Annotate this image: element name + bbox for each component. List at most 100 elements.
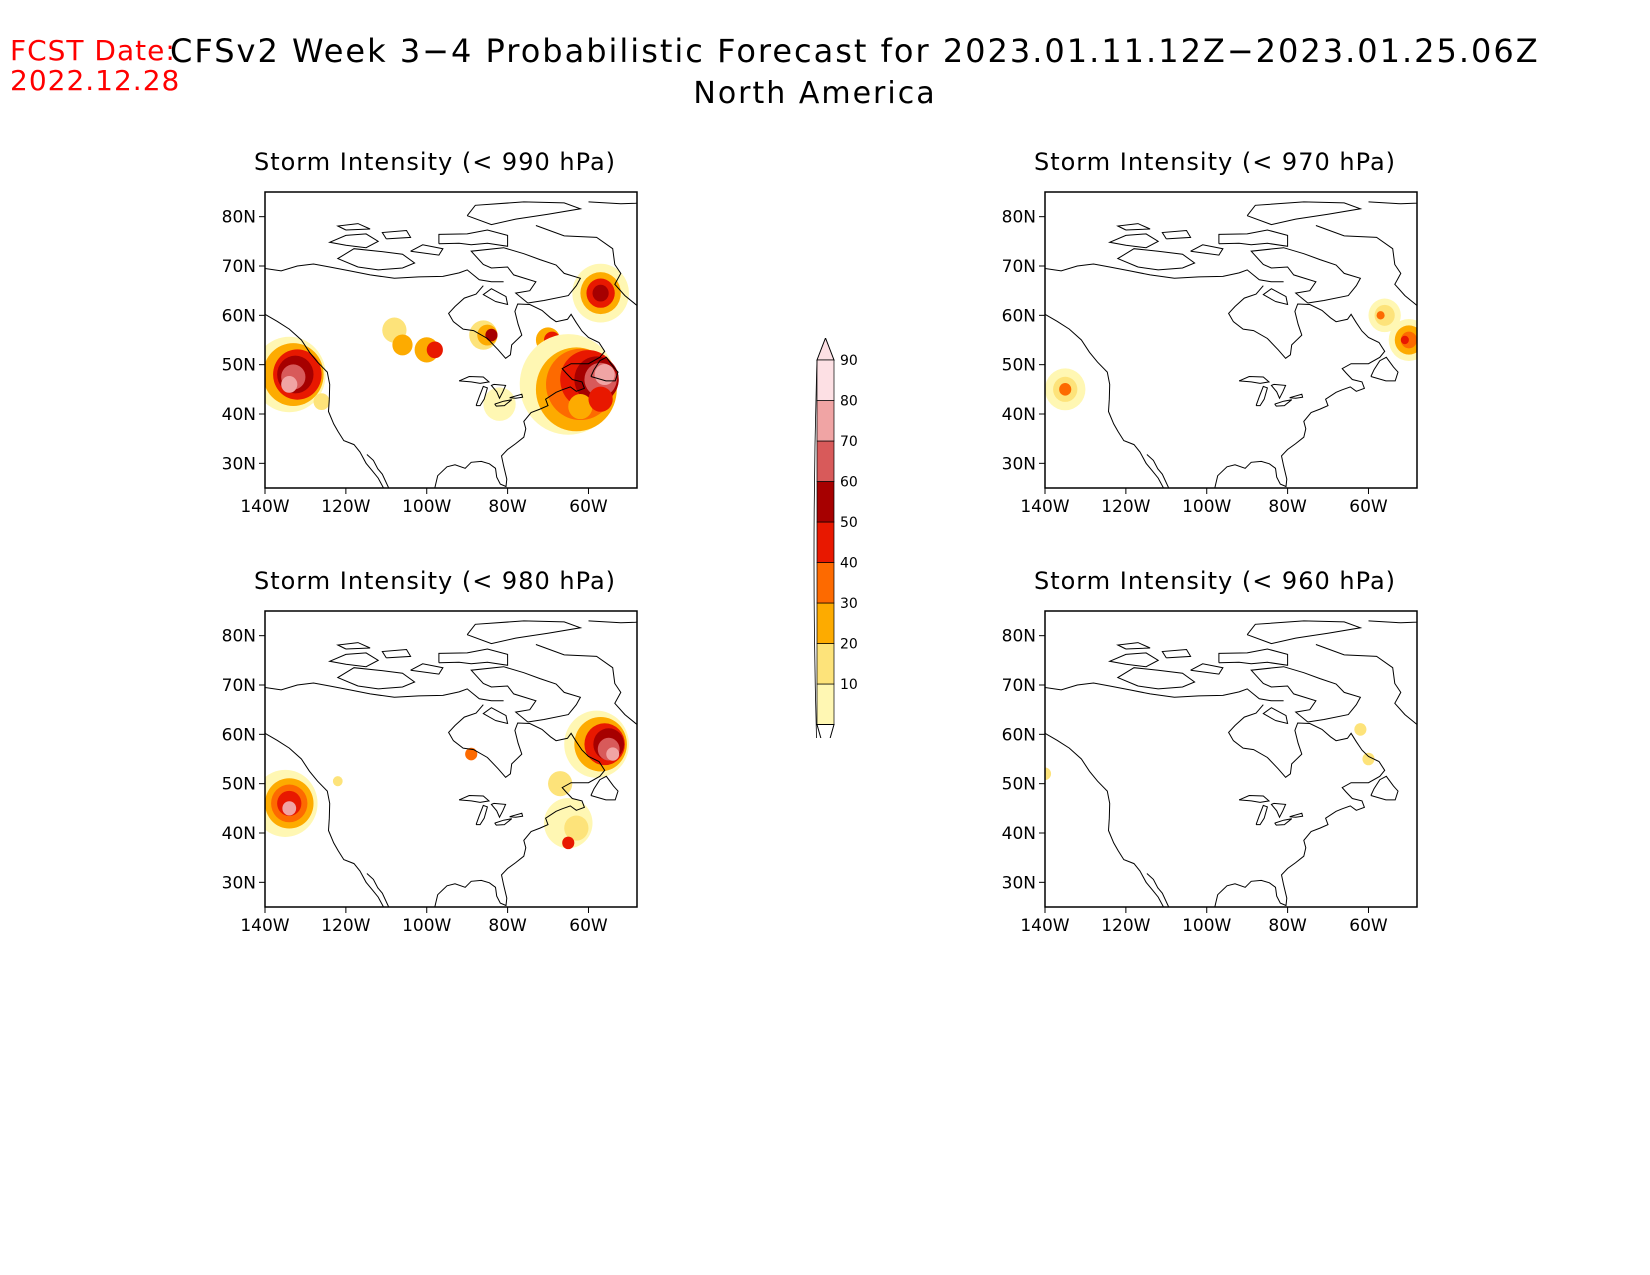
coastline bbox=[490, 802, 507, 819]
lat-label: 50N bbox=[1002, 775, 1036, 795]
lat-label: 50N bbox=[222, 356, 256, 376]
lon-label: 140W bbox=[240, 497, 289, 517]
lon-label: 100W bbox=[1182, 497, 1231, 517]
coastline bbox=[336, 667, 416, 690]
lon-label: 100W bbox=[402, 916, 451, 936]
panel-990hpa: Storm Intensity (< 990 hPa) 80N 70N 60N 50N… bbox=[205, 148, 675, 528]
coastline bbox=[265, 313, 384, 488]
coastline bbox=[1116, 667, 1196, 690]
colorbar-swatch bbox=[816, 359, 835, 401]
lat-label: 80N bbox=[222, 208, 256, 228]
coastline bbox=[1238, 375, 1271, 384]
panel-title: Storm Intensity (< 960 hPa) bbox=[1033, 567, 1397, 595]
coastline bbox=[1107, 233, 1160, 249]
probability-blob bbox=[392, 334, 413, 356]
coastline bbox=[366, 873, 390, 907]
probability-blob bbox=[1376, 311, 1385, 320]
coastline bbox=[434, 704, 606, 907]
probability-colorbar: 10 20 30 40 50 60 70 80 90 bbox=[813, 338, 858, 738]
coastline bbox=[1214, 285, 1386, 488]
probability-blob bbox=[483, 387, 516, 421]
coastline bbox=[590, 775, 619, 801]
probability-blob bbox=[485, 328, 498, 342]
coastline bbox=[1190, 663, 1224, 675]
coastline bbox=[366, 454, 390, 488]
colorbar-swatch bbox=[816, 562, 835, 604]
probability-blob bbox=[1400, 335, 1409, 345]
colorbar-label: 90 bbox=[840, 353, 858, 369]
colorbar-label: 80 bbox=[840, 394, 858, 410]
probability-blob bbox=[281, 376, 298, 393]
lon-label: 80W bbox=[488, 497, 527, 517]
panel-980hpa: Storm Intensity (< 980 hPa) 80N 70N 60N 50N… bbox=[205, 567, 675, 947]
coastline bbox=[336, 223, 371, 231]
map: 80N 70N 60N 50N 40N 30N 140W 120W 100W 80W 60W bbox=[1002, 191, 1418, 517]
lon-label: 100W bbox=[1182, 916, 1231, 936]
lon-label: 60W bbox=[1349, 497, 1388, 517]
main-title: CFSv2 Week 3−4 Probabilistic Forecast fo… bbox=[170, 32, 1540, 70]
colorbar-label: 40 bbox=[840, 556, 858, 572]
coastline bbox=[535, 225, 637, 307]
lat-label: 60N bbox=[222, 725, 256, 745]
lat-label: 60N bbox=[222, 306, 256, 326]
coastline bbox=[588, 201, 637, 205]
region-subtitle: North America bbox=[0, 76, 1650, 111]
probability-shading bbox=[1045, 298, 1417, 411]
colorbar-swatch bbox=[816, 643, 835, 685]
coastline bbox=[1270, 802, 1287, 819]
coastlines bbox=[1045, 201, 1417, 488]
probability-blob bbox=[588, 386, 613, 412]
coastline bbox=[1289, 393, 1304, 399]
lon-label: 140W bbox=[1020, 497, 1069, 517]
lat-label: 80N bbox=[1002, 208, 1036, 228]
coastline bbox=[1270, 383, 1287, 400]
colorbar-swatch bbox=[816, 521, 835, 563]
colorbar-bottom-cap bbox=[816, 724, 835, 738]
probability-shading bbox=[265, 263, 629, 435]
coastline bbox=[336, 642, 371, 650]
coastline bbox=[458, 794, 491, 803]
colorbar-swatch bbox=[816, 400, 835, 442]
coastline bbox=[1255, 385, 1269, 407]
map-frame bbox=[264, 191, 638, 489]
region-label: North America bbox=[693, 76, 937, 111]
coastline bbox=[434, 285, 606, 488]
probability-blob bbox=[1354, 723, 1367, 736]
coastline bbox=[1246, 201, 1363, 226]
coastline bbox=[410, 244, 444, 256]
map: 80N 70N 60N 50N 40N 30N 140W 120W 100W 80W 60W bbox=[222, 610, 638, 936]
coastline bbox=[1289, 812, 1304, 818]
coastline bbox=[1368, 620, 1417, 624]
forecast-date-value: 2022.12.28 bbox=[10, 64, 181, 97]
coastline bbox=[1255, 804, 1269, 826]
lon-label: 120W bbox=[1101, 916, 1150, 936]
coastline bbox=[1370, 356, 1399, 382]
lat-label: 80N bbox=[222, 627, 256, 647]
coastline bbox=[482, 288, 509, 306]
lat-label: 70N bbox=[1002, 257, 1036, 277]
lat-label: 60N bbox=[1002, 725, 1036, 745]
probability-blob bbox=[1400, 331, 1417, 349]
coastline bbox=[1116, 248, 1196, 271]
probability-shading bbox=[1045, 723, 1375, 781]
coastline bbox=[588, 620, 637, 624]
probability-blob bbox=[282, 801, 297, 816]
lat-label: 50N bbox=[222, 775, 256, 795]
coastline bbox=[466, 201, 583, 226]
lat-label: 70N bbox=[222, 257, 256, 277]
coastline bbox=[381, 648, 412, 659]
lon-label: 120W bbox=[1101, 497, 1150, 517]
coastline bbox=[1315, 225, 1417, 307]
coastline bbox=[1218, 648, 1289, 666]
coastline bbox=[494, 818, 513, 826]
coastline bbox=[1045, 682, 1284, 702]
coastline bbox=[470, 247, 582, 304]
coastline bbox=[466, 620, 583, 645]
coastlines bbox=[265, 201, 637, 488]
coastline bbox=[1161, 648, 1192, 659]
coastline bbox=[265, 263, 504, 283]
coastline bbox=[1161, 229, 1192, 240]
forecast-date: FCST Date: 2022.12.28 bbox=[10, 36, 180, 96]
map-frame bbox=[1044, 191, 1418, 489]
coastline bbox=[1045, 313, 1164, 488]
